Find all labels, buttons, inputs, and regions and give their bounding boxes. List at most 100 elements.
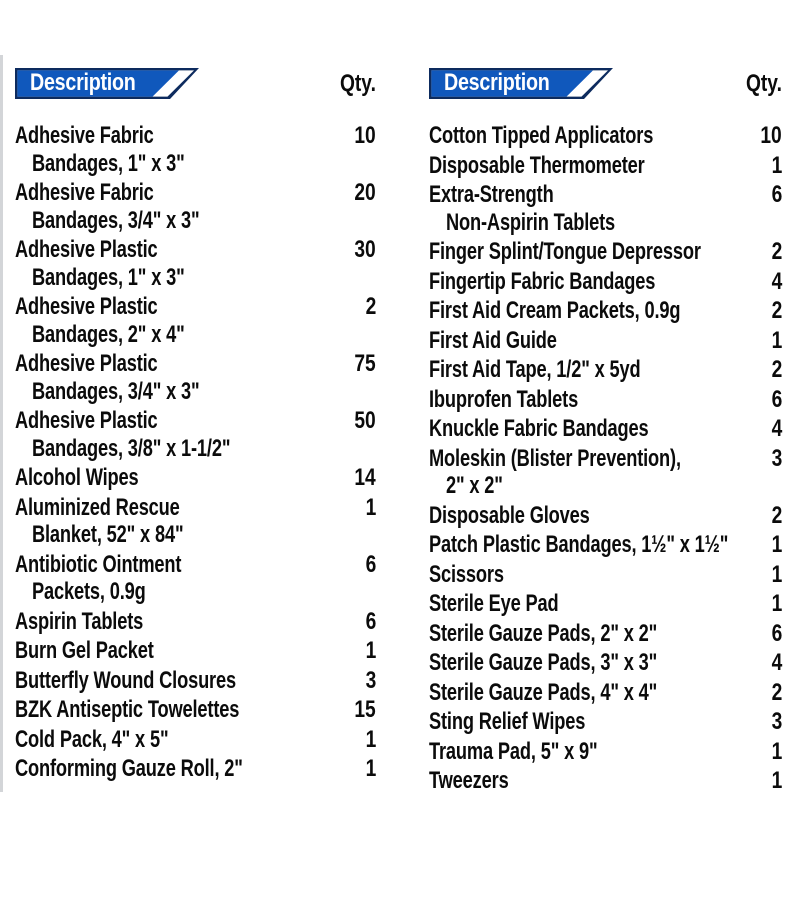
item-description-wrap-line: Bandages, 3/8" x 1-1/2" xyxy=(32,434,231,462)
item-description-line: Cold Pack, 4" x 5" xyxy=(15,725,169,753)
item-description-wrap-line: Non-Aspirin Tablets xyxy=(446,208,616,236)
item-qty: 1 xyxy=(771,531,782,558)
item-description-line: Disposable Thermometer xyxy=(429,151,645,179)
table-row: Ibuprofen Tablets 6 xyxy=(429,386,782,414)
item-qty: 20 xyxy=(354,179,376,206)
item-description: Knuckle Fabric Bandages xyxy=(429,415,732,443)
item-description-wrap-line: Bandages, 2" x 4" xyxy=(32,320,185,348)
item-qty: 1 xyxy=(771,151,782,179)
item-description-line: Aluminized Rescue xyxy=(15,493,180,521)
item-qty: 1 xyxy=(771,326,782,354)
item-description: Ibuprofen Tablets xyxy=(429,386,732,414)
item-qty: 1 xyxy=(771,737,782,765)
item-description-line: Conforming Gauze Roll, 2" xyxy=(15,755,243,782)
table-row: Cotton Tipped Applicators 10 xyxy=(429,122,782,150)
table-row: Adhesive Plastic Bandages, 2" x 4" 2 xyxy=(15,293,376,348)
table-row: Scissors 1 xyxy=(429,561,782,589)
item-qty: 6 xyxy=(771,385,782,413)
item-description-line: Extra-Strength xyxy=(429,181,554,208)
item-description-wrap-line: Blanket, 52" x 84" xyxy=(32,521,184,548)
item-description-line: First Aid Tape, 1/2" x 5yd xyxy=(429,356,641,383)
description-banner: Description xyxy=(15,68,199,99)
item-description-line: Finger Splint/Tongue Depressor xyxy=(429,238,701,265)
table-row: First Aid Cream Packets, 0.9g 2 xyxy=(429,297,782,325)
item-description: Adhesive Plastic Bandages, 1" x 3" xyxy=(15,236,326,291)
table-row: Tweezers 1 xyxy=(429,767,782,795)
item-description-line: Knuckle Fabric Bandages xyxy=(429,415,649,442)
table-row: Adhesive Plastic Bandages, 1" x 3" 30 xyxy=(15,236,376,291)
table-row: Sterile Gauze Pads, 2" x 2" 6 xyxy=(429,620,782,648)
item-qty: 6 xyxy=(771,181,782,208)
table-row: Conforming Gauze Roll, 2" 1 xyxy=(15,755,376,783)
item-description-line: Adhesive Plastic xyxy=(15,350,158,377)
item-qty: 1 xyxy=(771,767,782,794)
item-description-line: Patch Plastic Bandages, 1½" x 1½" xyxy=(429,531,729,558)
table-row: Trauma Pad, 5" x 9" 1 xyxy=(429,738,782,766)
table-row: First Aid Tape, 1/2" x 5yd 2 xyxy=(429,356,782,384)
item-description-line: Sterile Gauze Pads, 2" x 2" xyxy=(429,619,658,647)
item-qty: 1 xyxy=(365,637,376,664)
item-qty: 2 xyxy=(771,501,782,529)
item-description: Scissors xyxy=(429,561,732,589)
table-row: Patch Plastic Bandages, 1½" x 1½" 1 xyxy=(429,531,782,559)
item-qty: 6 xyxy=(771,619,782,647)
item-description-line: Adhesive Plastic xyxy=(15,293,158,320)
table-row: Adhesive Plastic Bandages, 3/4" x 3" 75 xyxy=(15,350,376,405)
table-row: Cold Pack, 4" x 5" 1 xyxy=(15,726,376,754)
table-row: First Aid Guide 1 xyxy=(429,327,782,355)
qty-header-label: Qty. xyxy=(746,70,782,97)
column-header: Description Qty. xyxy=(15,68,376,99)
contents-column-left: Description Qty. Adhesive Fabric Bandages… xyxy=(15,68,376,785)
item-qty: 3 xyxy=(365,666,376,694)
item-qty: 4 xyxy=(771,267,782,295)
item-qty: 2 xyxy=(771,297,782,324)
contents-column-right: Description Qty. Cotton Tipped Applicato… xyxy=(429,68,782,797)
item-description-wrap-line: Packets, 0.9g xyxy=(32,578,146,605)
item-description-line: Fingertip Fabric Bandages xyxy=(429,267,656,295)
item-description-line: Scissors xyxy=(429,560,504,588)
item-qty: 2 xyxy=(771,356,782,383)
item-qty: 14 xyxy=(354,464,376,491)
item-description: Adhesive Fabric Bandages, 1" x 3" xyxy=(15,122,326,177)
item-description-line: First Aid Guide xyxy=(429,326,557,354)
item-qty: 1 xyxy=(365,493,376,521)
item-description: Adhesive Plastic Bandages, 2" x 4" xyxy=(15,293,326,348)
item-description-line: Disposable Gloves xyxy=(429,501,590,529)
table-row: Disposable Gloves 2 xyxy=(429,502,782,530)
item-list: Cotton Tipped Applicators 10 Disposable Th… xyxy=(429,122,782,795)
item-description: Sterile Gauze Pads, 4" x 4" xyxy=(429,679,732,707)
item-description-line: Ibuprofen Tablets xyxy=(429,385,579,413)
item-description: Trauma Pad, 5" x 9" xyxy=(429,738,732,766)
item-description: Patch Plastic Bandages, 1½" x 1½" xyxy=(429,531,732,559)
item-qty: 1 xyxy=(365,755,376,782)
table-row: Aluminized Rescue Blanket, 52" x 84" 1 xyxy=(15,494,376,549)
item-description: Adhesive Plastic Bandages, 3/8" x 1-1/2" xyxy=(15,407,326,462)
item-qty: 4 xyxy=(771,415,782,442)
description-header-label: Description xyxy=(30,69,136,96)
banner-shape-icon xyxy=(429,68,613,99)
item-description-line: Sterile Eye Pad xyxy=(429,590,559,617)
item-qty: 30 xyxy=(354,236,376,263)
table-row: Aspirin Tablets 6 xyxy=(15,608,376,636)
qty-header-label: Qty. xyxy=(340,70,376,97)
table-row: Finger Splint/Tongue Depressor 2 xyxy=(429,238,782,266)
item-list: Adhesive Fabric Bandages, 1" x 3" 10 Adhesi… xyxy=(15,122,376,783)
item-description: Fingertip Fabric Bandages xyxy=(429,268,732,296)
item-description: Aspirin Tablets xyxy=(15,608,326,636)
banner-shape-icon xyxy=(15,68,199,99)
item-description-line: Sterile Gauze Pads, 4" x 4" xyxy=(429,678,658,706)
item-description: Cotton Tipped Applicators xyxy=(429,122,732,150)
item-description-line: Antibiotic Ointment xyxy=(15,550,182,578)
item-qty: 75 xyxy=(354,350,376,377)
item-description: Adhesive Fabric Bandages, 3/4" x 3" xyxy=(15,179,326,234)
item-description-line: Trauma Pad, 5" x 9" xyxy=(429,737,598,765)
table-row: Disposable Thermometer 1 xyxy=(429,152,782,180)
table-row: Adhesive Fabric Bandages, 1" x 3" 10 xyxy=(15,122,376,177)
item-description: Adhesive Plastic Bandages, 3/4" x 3" xyxy=(15,350,326,405)
item-description: Cold Pack, 4" x 5" xyxy=(15,726,326,754)
item-description: Disposable Thermometer xyxy=(429,152,732,180)
item-description: Disposable Gloves xyxy=(429,502,732,530)
item-description-line: Adhesive Plastic xyxy=(15,407,158,434)
description-header-label: Description xyxy=(444,69,550,96)
